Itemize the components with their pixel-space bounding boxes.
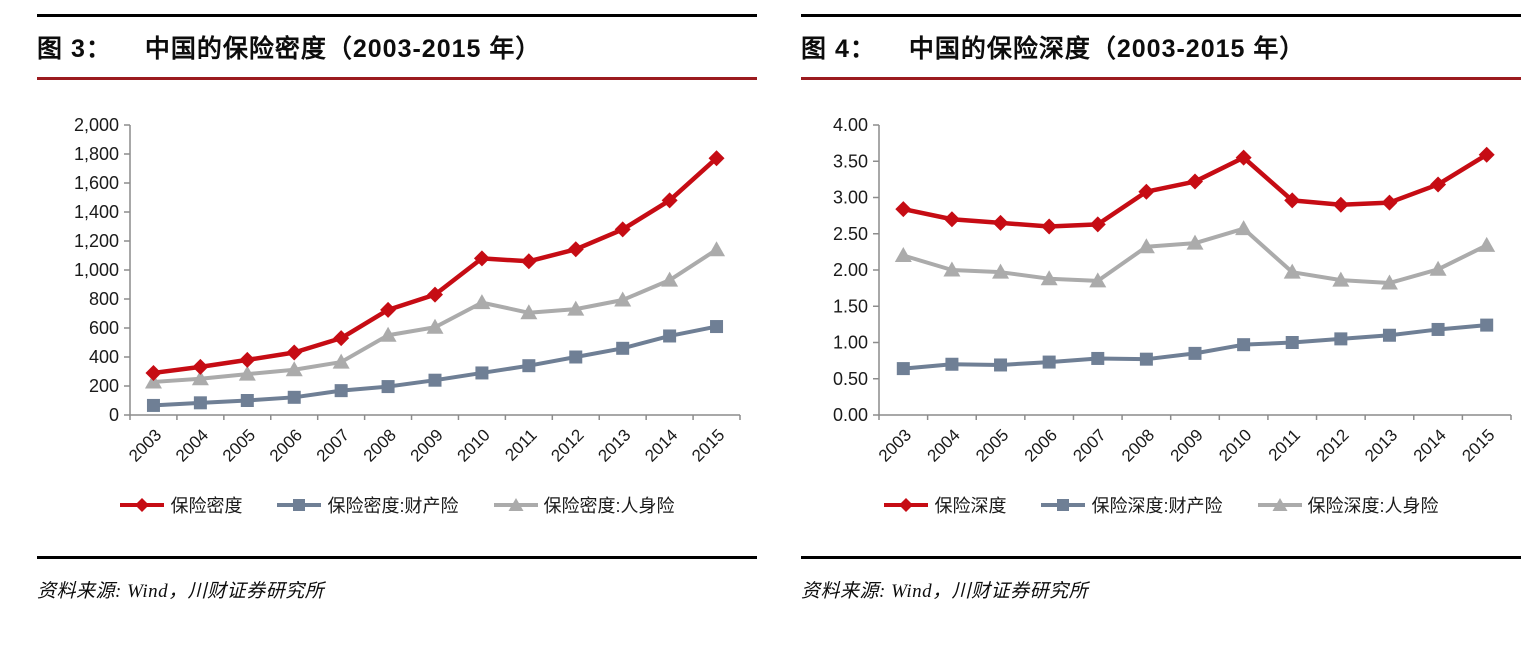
- legend-item: 保险深度: [883, 492, 1006, 518]
- svg-text:0.50: 0.50: [833, 369, 868, 389]
- legend-label: 保险密度:财产险: [327, 496, 459, 516]
- diamond-icon: [884, 498, 929, 512]
- top-rule: [801, 14, 1521, 17]
- figure-3-block: 图 3： 中国的保险密度（2003-2015 年） 0 200 400 600 800 1…: [37, 14, 757, 603]
- chart-legend: 保险密度 保险密度:财产险 保险密度:人身险: [37, 492, 757, 518]
- svg-text:2010: 2010: [454, 425, 494, 465]
- svg-text:800: 800: [89, 289, 119, 309]
- svg-text:2003: 2003: [125, 425, 165, 465]
- chart-legend: 保险深度 保险深度:财产险 保险深度:人身险: [801, 492, 1521, 518]
- svg-text:2005: 2005: [219, 425, 259, 465]
- svg-text:1.00: 1.00: [833, 333, 868, 353]
- svg-text:2007: 2007: [1069, 425, 1109, 465]
- svg-text:2013: 2013: [594, 425, 634, 465]
- svg-text:2009: 2009: [1167, 425, 1207, 465]
- svg-text:3.00: 3.00: [833, 188, 868, 208]
- svg-text:2.50: 2.50: [833, 224, 868, 244]
- figure-number: 图 3：: [37, 35, 112, 63]
- report-figures-panel: 图 3： 中国的保险密度（2003-2015 年） 0 200 400 600 800 1…: [37, 14, 1521, 603]
- legend-label: 保险深度:人身险: [1307, 496, 1439, 516]
- svg-text:2003: 2003: [875, 425, 915, 465]
- svg-text:1,600: 1,600: [74, 173, 119, 193]
- insurance-depth-line-chart: 0.00 0.50 1.00 1.50 2.00 2.50 3.00 3.50 4.00 2003…: [833, 115, 1512, 466]
- source-note: 资料来源: Wind，川财证券研究所: [801, 581, 1089, 602]
- title-underline-rule: [801, 77, 1521, 80]
- svg-text:2011: 2011: [501, 425, 540, 464]
- svg-text:2007: 2007: [313, 425, 353, 465]
- svg-text:3.50: 3.50: [833, 151, 868, 171]
- svg-text:2014: 2014: [1410, 425, 1450, 465]
- svg-text:2011: 2011: [1265, 425, 1304, 464]
- svg-text:4.00: 4.00: [833, 115, 868, 135]
- svg-text:2004: 2004: [924, 425, 964, 465]
- figure-title-row: 图 4： 中国的保险深度（2003-2015 年）: [801, 26, 1521, 68]
- svg-text:1,400: 1,400: [74, 202, 119, 222]
- figure-title: 中国的保险密度（2003-2015 年）: [144, 35, 542, 63]
- svg-text:600: 600: [89, 318, 119, 338]
- top-rule: [37, 14, 757, 17]
- svg-text:1,200: 1,200: [74, 231, 119, 251]
- svg-text:2008: 2008: [1118, 425, 1158, 465]
- bottom-rule: [37, 556, 757, 559]
- svg-text:2015: 2015: [688, 425, 728, 465]
- title-underline-rule: [37, 77, 757, 80]
- legend-item: 保险深度:财产险: [1040, 492, 1223, 518]
- svg-text:2013: 2013: [1361, 425, 1401, 465]
- svg-text:1.50: 1.50: [833, 296, 868, 316]
- svg-text:2015: 2015: [1458, 425, 1498, 465]
- triangle-icon: [493, 498, 538, 511]
- svg-text:2004: 2004: [172, 425, 212, 465]
- legend-label: 保险密度:人身险: [543, 496, 675, 516]
- svg-text:2005: 2005: [972, 425, 1012, 465]
- diamond-icon: [120, 498, 165, 512]
- svg-text:2.00: 2.00: [833, 260, 868, 280]
- square-icon: [1041, 499, 1086, 511]
- legend-label: 保险深度: [934, 496, 1007, 516]
- source-note: 资料来源: Wind，川财证券研究所: [37, 581, 325, 602]
- legend-label: 保险密度: [170, 496, 243, 516]
- legend-item: 保险密度: [119, 492, 242, 518]
- svg-text:400: 400: [89, 347, 119, 367]
- square-icon: [277, 499, 322, 511]
- svg-text:2006: 2006: [1021, 425, 1061, 465]
- svg-text:1,000: 1,000: [74, 260, 119, 280]
- legend-label: 保险深度:财产险: [1091, 496, 1223, 516]
- legend-item: 保险深度:人身险: [1257, 492, 1439, 518]
- svg-text:0: 0: [109, 405, 119, 425]
- legend-item: 保险密度:人身险: [493, 492, 675, 518]
- svg-text:0.00: 0.00: [833, 405, 868, 425]
- svg-text:1,800: 1,800: [74, 144, 119, 164]
- figure-title-row: 图 3： 中国的保险密度（2003-2015 年）: [37, 26, 757, 68]
- triangle-icon: [1257, 498, 1302, 511]
- svg-text:2014: 2014: [641, 425, 681, 465]
- svg-text:200: 200: [89, 376, 119, 396]
- legend-item: 保险密度:财产险: [276, 492, 459, 518]
- figure-title: 中国的保险深度（2003-2015 年）: [908, 35, 1306, 63]
- svg-text:2006: 2006: [266, 425, 306, 465]
- figure-4-block: 图 4： 中国的保险深度（2003-2015 年） 0.00 0.50 1.00 1.…: [801, 14, 1521, 603]
- svg-text:2010: 2010: [1215, 425, 1255, 465]
- insurance-density-line-chart: 0 200 400 600 800 1,000 1,200 1,400 1,600 1,800 2,…: [74, 115, 741, 466]
- svg-text:2012: 2012: [1312, 425, 1352, 465]
- figure-number: 图 4：: [801, 35, 876, 63]
- svg-text:2009: 2009: [407, 425, 447, 465]
- svg-text:2008: 2008: [360, 425, 400, 465]
- svg-text:2012: 2012: [547, 425, 587, 465]
- svg-text:2,000: 2,000: [74, 115, 119, 135]
- bottom-rule: [801, 556, 1521, 559]
